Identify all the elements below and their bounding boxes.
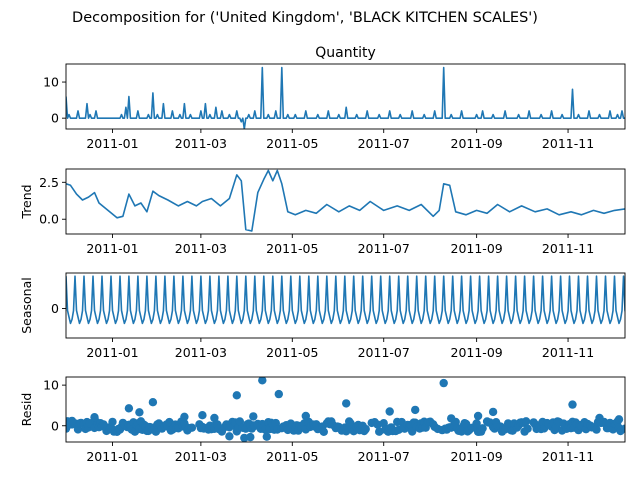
x-tick-label: 2011-11 <box>542 241 594 256</box>
resid-point <box>521 417 531 426</box>
resid-point <box>319 427 328 436</box>
x-tick-label: 2011-07 <box>358 136 410 151</box>
observed-title: Quantity <box>315 45 376 61</box>
resid-data <box>66 377 625 442</box>
y-tick-label: 10 <box>43 378 59 393</box>
resid-point <box>108 417 117 427</box>
resid-point <box>235 417 244 426</box>
x-tick-label: 2011-07 <box>358 345 410 360</box>
x-tick-label: 2011-09 <box>451 345 503 360</box>
resid-point <box>232 391 241 400</box>
x-tick-label: 2011-03 <box>175 345 227 360</box>
x-tick-label: 2011-09 <box>451 241 503 256</box>
resid-point <box>274 389 283 399</box>
resid-point <box>124 404 134 413</box>
resid-point <box>180 412 189 421</box>
x-tick-label: 2011-03 <box>175 136 227 151</box>
seasonal-ylabel: Seasonal <box>19 277 34 334</box>
resid-point <box>135 408 144 417</box>
resid-point <box>478 424 487 433</box>
x-tick-label: 2011-11 <box>542 345 594 360</box>
panel-observed: 0 10 2011-01 2011-03 2011-05 2011-07 2011-09 20… <box>43 45 626 151</box>
observed-line <box>66 66 625 129</box>
panel-resid: 0 10 2011-01 2011-03 2011-05 2011-07 2011-09 20… <box>19 376 626 464</box>
panel-seasonal: 0 2011-01 2011-03 2011-05 2011-07 2011-09 2011… <box>19 272 626 360</box>
x-tick-label: 2011-03 <box>175 449 227 464</box>
trend-axes-frame <box>65 168 626 235</box>
resid-point <box>447 414 456 423</box>
x-tick-label: 2011-05 <box>266 241 318 256</box>
resid-point <box>472 419 481 428</box>
resid-point <box>411 405 420 415</box>
seasonal-axes-frame <box>65 272 626 339</box>
resid-point <box>210 413 219 423</box>
x-tick-label: 2011-01 <box>86 449 138 464</box>
resid-ylabel: Resid <box>19 393 34 427</box>
x-tick-label: 2011-01 <box>86 241 138 256</box>
seasonal-line <box>66 275 625 325</box>
resid-point <box>439 378 448 388</box>
panels: 0 10 2011-01 2011-03 2011-05 2011-07 2011-09 20… <box>19 45 626 464</box>
x-tick-label: 2011-03 <box>175 241 227 256</box>
resid-point <box>258 377 267 385</box>
resid-point <box>225 432 234 441</box>
resid-point <box>271 418 280 428</box>
x-tick-label: 2011-11 <box>542 449 594 464</box>
x-tick-label: 2011-01 <box>86 345 138 360</box>
x-tick-label: 2011-09 <box>451 136 503 151</box>
y-tick-label: 2.5 <box>39 175 59 190</box>
resid-point <box>568 400 577 409</box>
resid-point <box>385 407 394 416</box>
resid-point <box>262 432 271 441</box>
trend-line <box>66 169 625 232</box>
x-tick-label: 2011-01 <box>86 136 138 151</box>
resid-point <box>523 424 532 433</box>
resid-point <box>148 398 158 407</box>
trend-ylabel: Trend <box>19 184 34 219</box>
y-tick-label: 0 <box>51 301 59 316</box>
resid-point <box>187 423 197 432</box>
resid-point <box>614 415 624 424</box>
y-tick-label: 0 <box>51 111 59 126</box>
resid-point <box>488 407 498 417</box>
resid-point <box>301 411 310 421</box>
observed-data <box>66 66 625 129</box>
y-tick-label: 0 <box>51 418 59 433</box>
y-tick-label: 10 <box>43 75 59 90</box>
resid-point <box>592 425 601 434</box>
resid-point <box>595 413 604 423</box>
resid-point <box>90 413 99 422</box>
y-tick-label: 0.0 <box>39 212 59 227</box>
resid-point <box>620 424 625 433</box>
panel-trend: 0.0 2.5 2011-01 2011-03 2011-05 2011-07 2011-0… <box>19 168 626 256</box>
resid-axes-frame <box>65 376 626 443</box>
resid-point <box>67 416 77 426</box>
observed-axes-frame <box>65 63 626 130</box>
x-tick-label: 2011-05 <box>266 449 318 464</box>
resid-point <box>249 412 258 421</box>
figure-suptitle: Decomposition for ('United Kingdom', 'BL… <box>72 10 538 26</box>
resid-point <box>473 411 483 421</box>
resid-point <box>198 411 207 420</box>
resid-point <box>246 432 255 442</box>
x-tick-label: 2011-07 <box>358 241 410 256</box>
x-tick-label: 2011-11 <box>542 136 594 151</box>
x-tick-label: 2011-07 <box>358 449 410 464</box>
trend-data <box>66 169 625 232</box>
x-tick-label: 2011-09 <box>451 449 503 464</box>
x-tick-label: 2011-05 <box>266 345 318 360</box>
x-tick-label: 2011-05 <box>266 136 318 151</box>
resid-point <box>361 424 370 434</box>
resid-point <box>342 399 351 408</box>
seasonal-data <box>66 275 625 325</box>
